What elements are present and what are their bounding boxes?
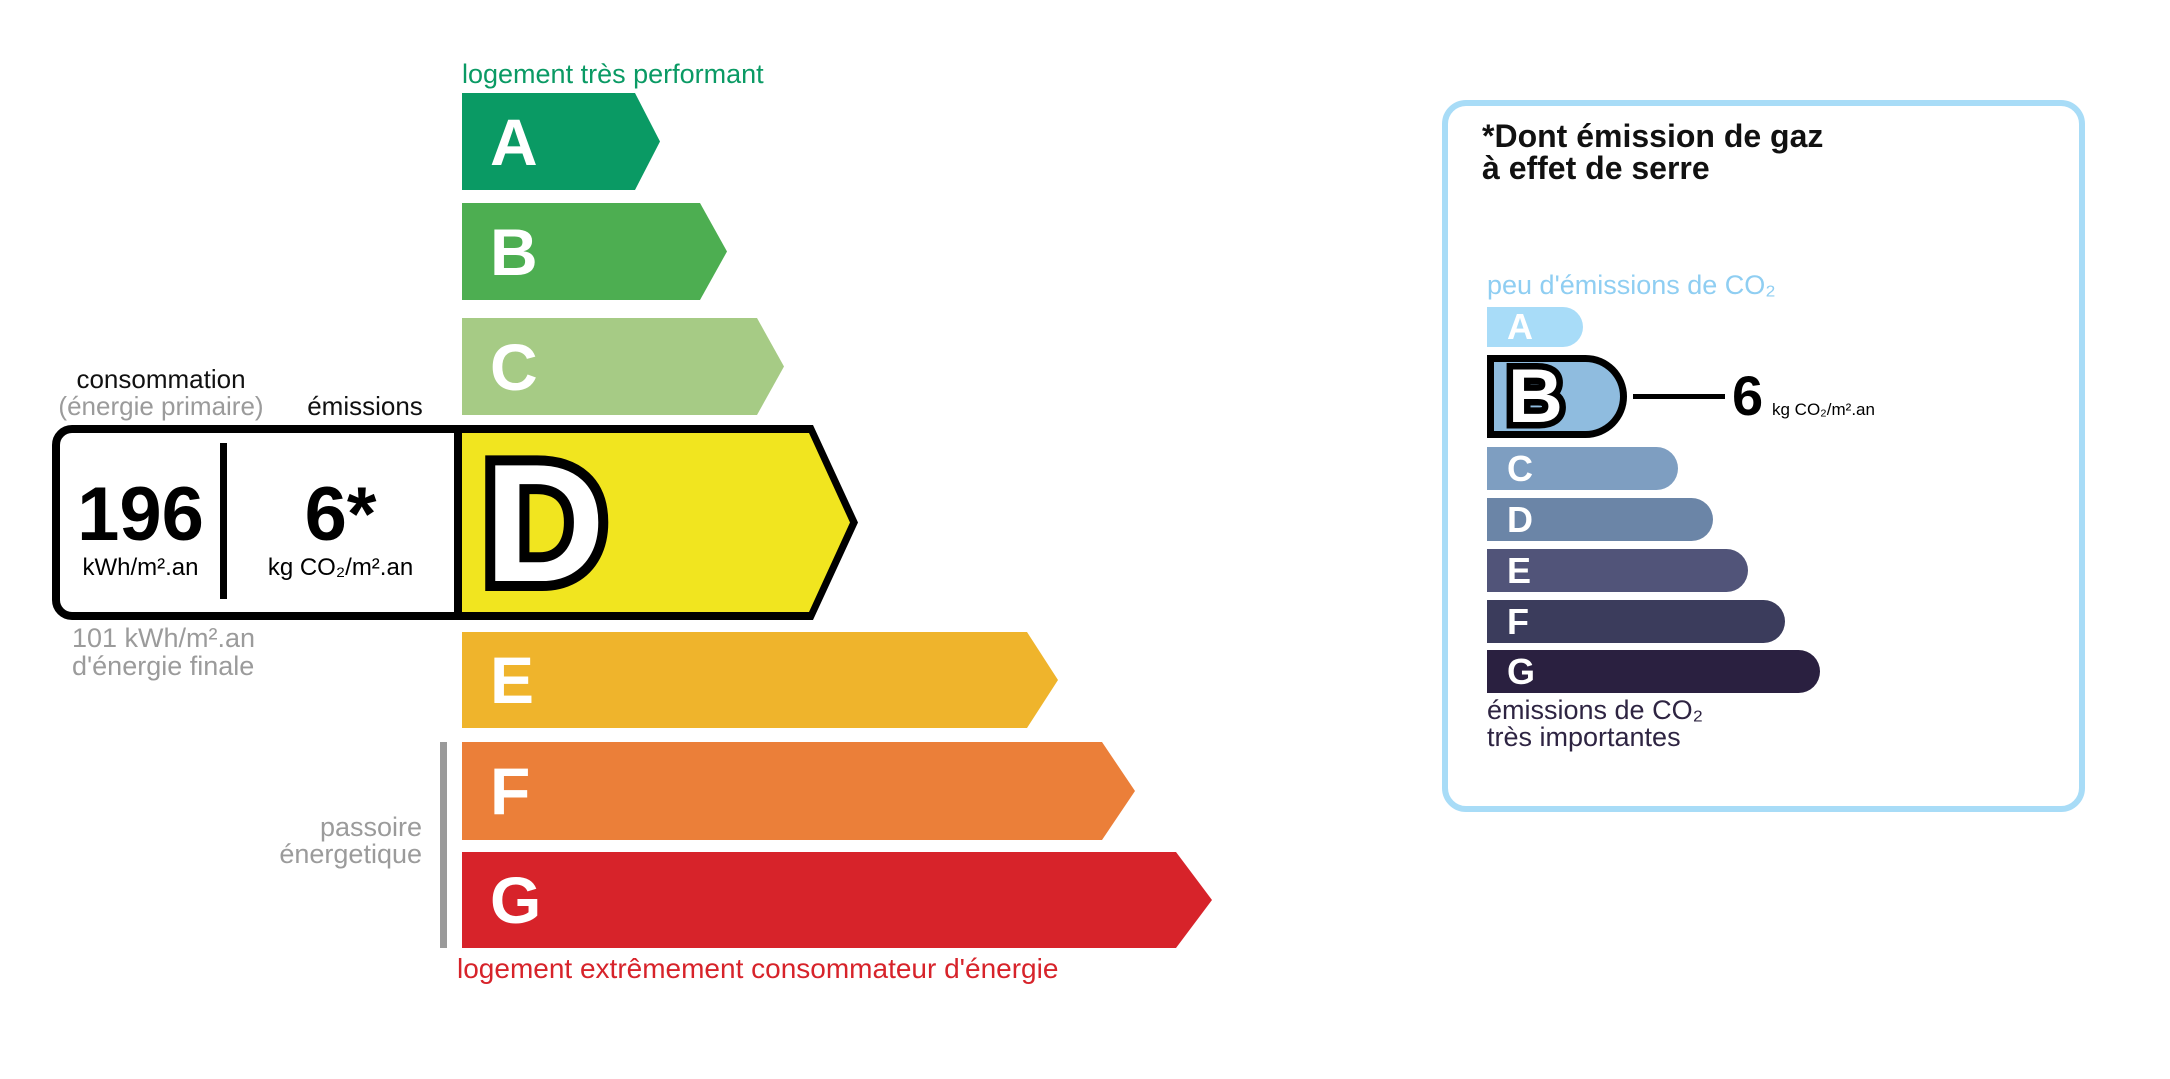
co2-grade-letter: D [1507,498,1533,540]
energy-grade-letter: G [490,863,542,937]
co2-grade-bar-f: F [1487,600,1785,643]
emissions-header: émissions [307,391,423,421]
co2-value-unit: kg CO₂/m².an [1772,400,1875,419]
co2-grade-bar-b-fill: B [1494,358,1620,435]
energy-grade-letter: E [490,643,535,717]
energy-grade-letter: B [490,214,538,289]
co2-grade-letter: E [1507,549,1532,591]
energy-grade-letter: A [490,104,538,179]
passoire-label-line2: énergetique [279,839,422,869]
energy-grade-bar-g: G [462,852,1212,948]
energy-grade-bar-d-fill: D [462,433,850,612]
consumption-header: consommation [76,364,246,394]
consumption-unit: kWh/m².an [82,554,199,581]
co2-grade-letter: C [1507,447,1533,489]
consumption-subheader: (énergie primaire) [58,391,264,421]
energy-grade-bar-f: F [462,742,1135,840]
energy-grade-bar-d-highlighted: D [454,425,858,620]
passoire-bracket-line [440,742,447,948]
consumption-value: 196 [77,472,204,557]
co2-value: 6 [1732,364,1764,427]
co2-grade-bar-g: G [1487,650,1820,693]
energy-grade-bar-b: B [462,203,727,300]
energy-grade-bar-a: A [462,93,660,190]
co2-grade-bar-e: E [1487,549,1748,592]
co2-grade-letter-current: B [1508,358,1563,435]
energy-grade-letter: F [490,754,531,828]
top-label-very-efficient: logement très performant [462,59,764,89]
co2-grade-letter: A [1507,306,1533,347]
energy-grade-letter: C [490,329,538,404]
energy-grade-bar-e: E [462,632,1058,728]
passoire-label-line1: passoire [319,812,422,842]
co2-low-label: peu d'émissions de CO₂ [1487,270,1776,300]
co2-high-label-line2: très importantes [1487,722,1681,752]
emissions-value: 6* [304,472,377,557]
co2-value-pointer-line [1633,394,1725,399]
co2-panel [1442,100,2085,812]
co2-grade-bar-c: C [1487,447,1678,490]
co2-grade-letter: G [1507,650,1536,692]
co2-panel-title-line1: *Dont émission de gaz [1482,118,1824,154]
co2-panel-title-line2: à effet de serre [1482,150,1710,186]
energy-grade-letter-current: D [484,439,605,607]
co2-grade-bar-d: D [1487,498,1713,541]
co2-grade-bar-a: A [1487,307,1583,347]
co2-high-label-line1: émissions de CO₂ [1487,695,1704,725]
energy-grade-bar-c: C [462,318,784,415]
bottom-label-high-consumption: logement extrêmement consommateur d'éner… [457,953,1059,984]
value-box-divider [220,443,227,599]
co2-grade-letter: F [1507,600,1529,642]
co2-grade-bar-b-highlighted: B [1487,355,1627,438]
final-energy-line2: d'énergie finale [72,651,255,681]
emissions-unit: kg CO₂/m².an [267,554,414,581]
final-energy-line1: 101 kWh/m².an [72,623,256,653]
value-box [52,425,462,620]
